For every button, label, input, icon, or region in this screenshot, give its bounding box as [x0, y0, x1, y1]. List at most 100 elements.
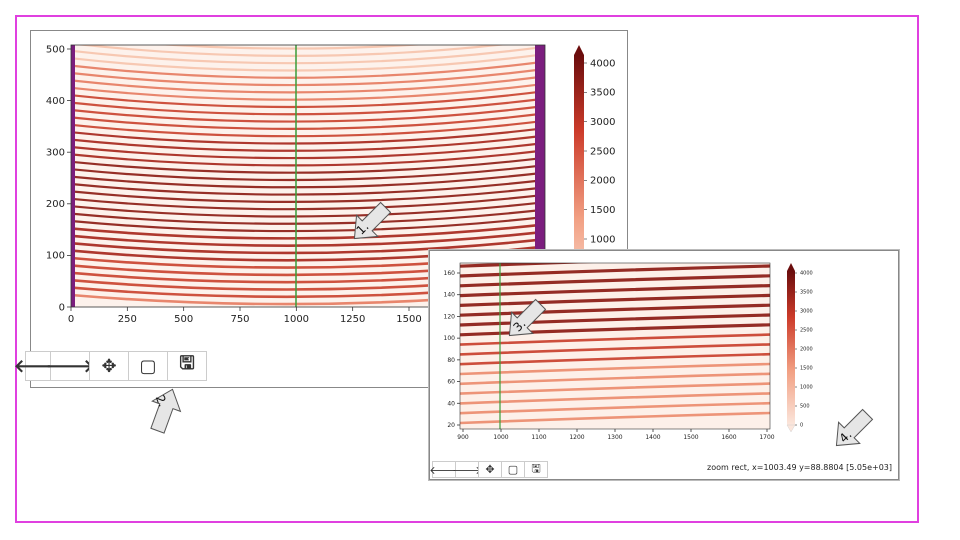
x-tick-label: 1100 — [531, 434, 546, 441]
fringe-line — [71, 112, 545, 130]
fringe-line — [71, 156, 545, 174]
main-plot-x-axis: 0 250 500 750 1000 1250 1500 — [68, 307, 422, 325]
zoom-button[interactable]: ▢ — [501, 461, 525, 478]
fringe-line — [71, 171, 545, 189]
fringe-line — [71, 75, 545, 94]
y-tick-label: 80 — [447, 357, 455, 364]
colorbar-tick-label: 0 — [800, 423, 803, 429]
fringe-line — [71, 201, 545, 218]
zoom-colorbar-extend-top — [787, 263, 795, 271]
main-colorbar — [574, 55, 584, 307]
fringe-line — [71, 230, 545, 247]
slide-frame — [15, 15, 919, 523]
x-tick-label: 1000 — [493, 434, 508, 441]
save-button[interactable]: 🖫 — [167, 351, 207, 381]
zoom-colorbar-extend-bottom — [786, 424, 796, 433]
colorbar-tick-label: 1500 — [590, 205, 615, 216]
fringe-line — [71, 90, 545, 109]
x-tick-label: 1200 — [569, 434, 584, 441]
y-tick-label: 100 — [46, 251, 65, 262]
x-tick-label: 250 — [118, 314, 137, 325]
y-tick-label: 20 — [447, 422, 455, 429]
colorbar-tick-label: 4000 — [590, 58, 615, 69]
colorbar-tick-label: 2500 — [800, 328, 813, 334]
y-tick-label: 60 — [447, 379, 455, 386]
fringe-line — [71, 119, 545, 138]
main-colorbar-ticks: 1000 1500 2000 2500 3000 3500 4000 — [584, 58, 615, 245]
colorbar-tick-label: 1500 — [800, 366, 813, 372]
main-toolbar: 🡐 🡒 ✥ ▢ 🖫 — [14, 351, 207, 381]
fringe-line — [71, 208, 545, 225]
fringe-line — [71, 178, 545, 196]
fringe-line — [71, 141, 545, 160]
y-tick-label: 300 — [46, 148, 65, 159]
colorbar-tick-label: 3000 — [590, 117, 615, 128]
fringe-line — [71, 104, 545, 123]
x-tick-label: 1000 — [284, 314, 309, 325]
fringe-line — [71, 237, 545, 255]
fringe-line — [71, 223, 545, 240]
fringe-line — [75, 45, 508, 57]
fringe-line — [71, 134, 545, 152]
y-tick-label: 0 — [59, 302, 65, 313]
fringe-line — [71, 60, 545, 79]
fringe-line — [71, 53, 545, 72]
colorbar-tick-label: 2000 — [590, 176, 615, 187]
fringe-line — [71, 127, 545, 145]
fringe-line — [71, 82, 545, 101]
main-plot-left-edge — [71, 45, 75, 307]
x-tick-label: 900 — [457, 434, 469, 441]
x-tick-label: 1300 — [607, 434, 622, 441]
zoom-plot-window: 20 40 60 80 100 120 140 160 900 1000 1100 1200 1300… — [429, 250, 899, 480]
y-tick-label: 160 — [444, 270, 456, 277]
pan-button[interactable]: ✥ — [478, 461, 502, 478]
y-tick-label: 400 — [46, 96, 65, 107]
x-tick-label: 1500 — [683, 434, 698, 441]
save-button[interactable]: 🖫 — [524, 461, 548, 478]
x-tick-label: 0 — [68, 314, 74, 325]
colorbar-tick-label: 1000 — [800, 385, 813, 391]
back-button[interactable]: 🡐 — [429, 461, 459, 478]
colorbar-tick-label: 2000 — [800, 347, 813, 353]
y-tick-label: 140 — [444, 292, 456, 299]
x-tick-label: 500 — [174, 314, 193, 325]
colorbar-tick-label: 4000 — [800, 271, 813, 277]
fringe-line — [71, 215, 545, 233]
x-tick-label: 1600 — [721, 434, 736, 441]
zoom-colorbar — [787, 271, 795, 425]
fringe-line — [71, 97, 545, 116]
x-tick-label: 1500 — [396, 314, 421, 325]
pan-button[interactable]: ✥ — [89, 351, 129, 381]
zoom-colorbar-ticks: 0 500 1000 1500 2000 2500 3000 3500 4000 — [795, 271, 813, 429]
y-tick-label: 500 — [46, 44, 65, 55]
forward-button[interactable]: 🡒 — [452, 461, 482, 478]
main-colorbar-extend — [574, 45, 584, 55]
main-plot-axes-frame — [70, 44, 546, 308]
zoom-plot-x-axis: 900 1000 1100 1200 1300 1400 1500 1600 1700 — [457, 429, 775, 441]
colorbar-tick-label: 3500 — [800, 290, 813, 296]
y-tick-label: 120 — [444, 313, 456, 320]
zoom-toolbar: 🡐 🡒 ✥ ▢ 🖫 — [429, 461, 548, 478]
fringe-line — [71, 67, 545, 87]
x-tick-label: 750 — [230, 314, 249, 325]
y-tick-label: 200 — [46, 199, 65, 210]
zoom-button[interactable]: ▢ — [128, 351, 168, 381]
forward-button[interactable]: 🡒 — [46, 351, 94, 381]
colorbar-tick-label: 3000 — [800, 309, 813, 315]
zoom-plot-figure: 20 40 60 80 100 120 140 160 900 1000 1100 1200 1300… — [444, 262, 813, 441]
fringe-line — [71, 193, 545, 211]
colorbar-tick-label: 500 — [800, 404, 810, 410]
x-tick-label: 1700 — [759, 434, 774, 441]
main-plot-right-edge — [535, 45, 545, 307]
y-tick-label: 40 — [447, 400, 455, 407]
colorbar-tick-label: 3500 — [590, 88, 615, 99]
colorbar-tick-label: 1000 — [590, 234, 615, 245]
status-readout: zoom rect, x=1003.49 y=88.8804 [5.05e+03… — [707, 463, 892, 472]
main-plot-y-axis: 0 100 200 300 400 500 — [46, 44, 71, 313]
fringe-line — [71, 186, 545, 203]
fringe-line — [157, 45, 426, 50]
fringe-line — [71, 149, 545, 167]
fringe-line — [71, 164, 545, 182]
x-tick-label: 1250 — [340, 314, 365, 325]
colorbar-tick-label: 2500 — [590, 146, 615, 157]
